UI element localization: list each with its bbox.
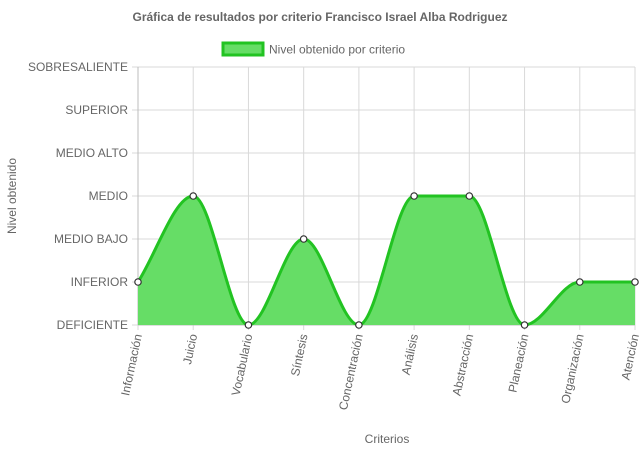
data-point[interactable] bbox=[465, 192, 474, 200]
y-tick-label: INFERIOR bbox=[71, 275, 129, 289]
legend-label: Nivel obtenido por criterio bbox=[269, 43, 405, 57]
chart-title: Gráfica de resultados por criterio Franc… bbox=[133, 10, 508, 24]
x-tick-label: Síntesis bbox=[288, 333, 311, 378]
data-point[interactable] bbox=[134, 278, 142, 286]
data-point[interactable] bbox=[631, 278, 639, 286]
y-tick-label: MEDIO BAJO bbox=[54, 232, 128, 246]
x-tick-label: Concentración bbox=[336, 333, 366, 412]
y-tick-label: MEDIO ALTO bbox=[56, 146, 128, 160]
data-points bbox=[134, 192, 639, 329]
data-point[interactable] bbox=[189, 192, 198, 200]
x-tick-label: Análisis bbox=[399, 333, 421, 376]
y-tick-label: SUPERIOR bbox=[65, 103, 128, 117]
x-tick-label: Organización bbox=[558, 333, 586, 405]
x-tick-label: Abstracción bbox=[450, 333, 477, 397]
data-point[interactable] bbox=[575, 278, 584, 286]
x-axis-label: Criterios bbox=[365, 432, 410, 446]
x-tick-label: Información bbox=[118, 333, 145, 397]
data-point[interactable] bbox=[410, 192, 418, 200]
y-axis-ticks: DEFICIENTE INFERIOR MEDIO BAJO MEDIO MEDIO A… bbox=[28, 60, 128, 332]
data-point[interactable] bbox=[520, 321, 529, 329]
data-point[interactable] bbox=[299, 235, 308, 243]
y-tick-label: DEFICIENTE bbox=[57, 318, 128, 332]
data-point[interactable] bbox=[355, 321, 363, 329]
x-axis-ticks: Información Juicio Vocabulario Síntesis Conc… bbox=[118, 332, 639, 411]
x-tick-label: Atención bbox=[619, 333, 639, 382]
legend[interactable]: Nivel obtenido por criterio bbox=[221, 41, 405, 57]
series-line bbox=[136, 194, 635, 327]
y-tick-label: MEDIO bbox=[89, 189, 128, 203]
x-tick-label: Planeación bbox=[505, 333, 531, 394]
legend-swatch bbox=[221, 41, 265, 57]
data-point[interactable] bbox=[244, 321, 253, 329]
area-layer bbox=[136, 194, 635, 327]
x-tick-label: Juicio bbox=[180, 332, 200, 365]
y-tick-label: SOBRESALIENTE bbox=[28, 60, 128, 74]
x-tick-label: Vocabulario bbox=[229, 332, 256, 397]
y-axis-label: Nivel obtenido bbox=[5, 158, 19, 234]
